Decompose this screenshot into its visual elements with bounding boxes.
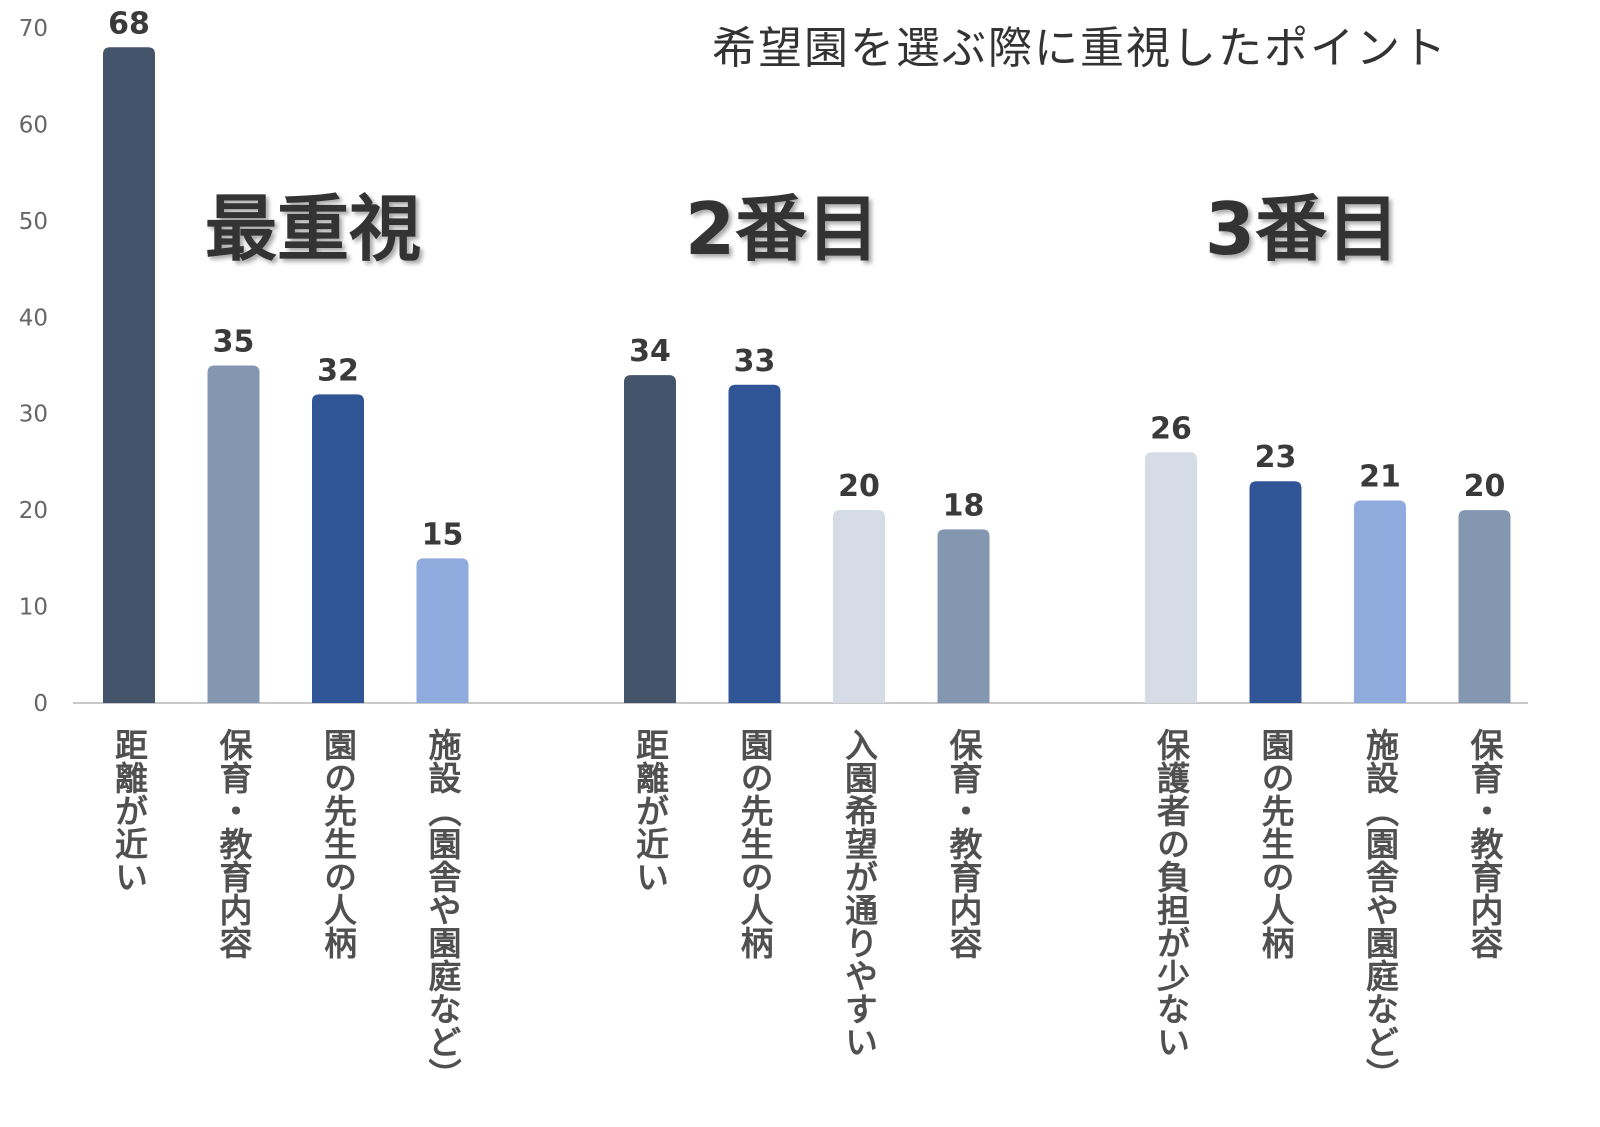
y-tick-label: 20 bbox=[19, 498, 48, 524]
data-label: 20 bbox=[1464, 469, 1506, 504]
bar bbox=[103, 47, 155, 704]
y-tick-label: 30 bbox=[19, 402, 48, 428]
y-tick-label: 60 bbox=[19, 112, 48, 138]
category-label: 園の先生の人柄 bbox=[319, 728, 358, 959]
group-label-3: 3番目 bbox=[1205, 187, 1400, 271]
data-label: 18 bbox=[943, 488, 985, 523]
data-label: 26 bbox=[1150, 411, 1192, 446]
category-label: 園の先生の人柄 bbox=[1256, 728, 1295, 959]
category-label: 保護者の負担が少ない bbox=[1152, 728, 1191, 1058]
bar bbox=[1145, 452, 1197, 703]
data-label: 68 bbox=[108, 6, 150, 41]
category-label: 保育・教育内容 bbox=[944, 728, 983, 959]
bar bbox=[1249, 481, 1302, 703]
data-label: 34 bbox=[629, 334, 671, 369]
y-tick-label: 10 bbox=[19, 595, 48, 621]
y-tick-label: 70 bbox=[19, 16, 48, 42]
category-label: 施設（園舎や園庭など） bbox=[1361, 728, 1400, 1091]
bar bbox=[1458, 510, 1511, 703]
bar bbox=[833, 510, 885, 703]
bar bbox=[312, 394, 364, 703]
bar bbox=[937, 529, 990, 703]
chart-title: 希望園を選ぶ際に重視したポイント bbox=[712, 23, 1448, 74]
category-label: 園の先生の人柄 bbox=[735, 728, 774, 959]
category-label: 施設（園舎や園庭など） bbox=[423, 728, 462, 1091]
bar bbox=[207, 365, 260, 703]
bar bbox=[416, 558, 469, 703]
bar bbox=[728, 384, 781, 703]
data-label: 21 bbox=[1359, 460, 1401, 495]
data-label: 15 bbox=[422, 517, 464, 552]
data-label: 23 bbox=[1255, 440, 1297, 475]
category-label: 距離が近い bbox=[631, 728, 670, 893]
data-label: 33 bbox=[734, 344, 776, 379]
data-label: 35 bbox=[213, 325, 255, 360]
data-label: 32 bbox=[317, 353, 359, 388]
data-label: 20 bbox=[838, 469, 880, 504]
category-label: 保育・教育内容 bbox=[214, 728, 253, 959]
category-label: 距離が近い bbox=[110, 728, 149, 893]
group-label-2: 2番目 bbox=[685, 187, 880, 271]
y-tick-label: 50 bbox=[19, 209, 48, 235]
group-label-1: 最重視 bbox=[205, 187, 422, 271]
bar bbox=[1354, 500, 1406, 703]
category-label: 入園希望が通りやすい bbox=[840, 728, 879, 1058]
category-label: 保育・教育内容 bbox=[1465, 728, 1504, 959]
y-tick-label: 0 bbox=[33, 691, 48, 717]
bar bbox=[624, 375, 676, 703]
y-tick-label: 40 bbox=[19, 305, 48, 331]
